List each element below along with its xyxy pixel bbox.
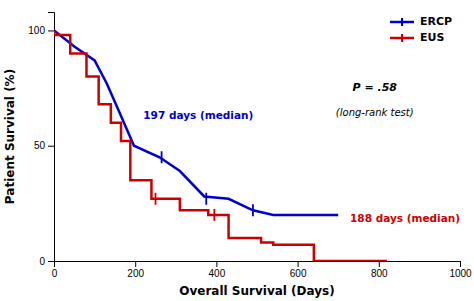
tick-label: 200 [127,268,144,279]
legend-marker [401,34,403,42]
legend-label: ERCP [420,15,452,28]
tick: 100 [28,25,54,36]
tick: 0 [52,261,58,279]
y-axis-title: Patient Survival (%) [3,69,17,204]
tick-mark [48,261,54,262]
axis-line [55,262,461,268]
tick: 200 [127,261,144,279]
annotation: 188 days (median) [350,212,460,224]
annotation: 197 days (median) [143,109,253,121]
censor-tick [213,209,215,221]
legend-marker [401,18,403,26]
censor-tick [205,193,207,205]
annotation: (long-rank test) [336,107,414,118]
annotations: 197 days (median) 188 days (median) P = .5… [143,81,460,223]
survival-line [54,30,387,261]
tick: 600 [290,261,307,279]
marks [54,30,387,261]
tick-label: 100 [28,25,45,36]
tick-label: 0 [52,268,58,279]
censor-tick [155,193,157,205]
tick-mark [460,261,461,267]
tick-mark [48,30,54,31]
tick-label: 600 [290,268,307,279]
x-axis: 0 200 400 600 800 1000 [52,261,472,279]
censor-tick [161,151,163,163]
y-axis: 0 50 100 [28,13,54,267]
chart: 0 200 400 600 800 1000 0 50 100 197 days (median)… [0,0,474,301]
legend-item: ERCP [390,15,452,28]
legend: ERCP EUS [390,15,452,44]
legend-item: EUS [390,31,444,44]
tick: 0 [39,256,54,267]
plot: 0 200 400 600 800 1000 0 50 100 197 days (median)… [28,13,472,280]
tick-label: 400 [209,268,226,279]
censor-tick [252,204,254,216]
legend-label: EUS [420,31,444,44]
tick-mark [298,261,299,267]
tick: 400 [209,261,226,279]
tick: 50 [34,140,54,151]
tick-label: 0 [39,256,45,267]
tick: 1000 [449,261,472,279]
tick-label: 800 [371,268,388,279]
tick: 800 [371,261,388,279]
tick-mark [216,261,217,267]
axis-line [48,13,55,262]
tick-mark [379,261,380,267]
tick-mark [135,261,136,267]
tick-label: 1000 [449,268,472,279]
survival-line [54,30,338,214]
tick-mark [48,146,54,147]
tick-label: 50 [34,140,46,151]
x-axis-title: Overall Survival (Days) [179,284,334,298]
annotation: P = .58 [353,81,398,94]
